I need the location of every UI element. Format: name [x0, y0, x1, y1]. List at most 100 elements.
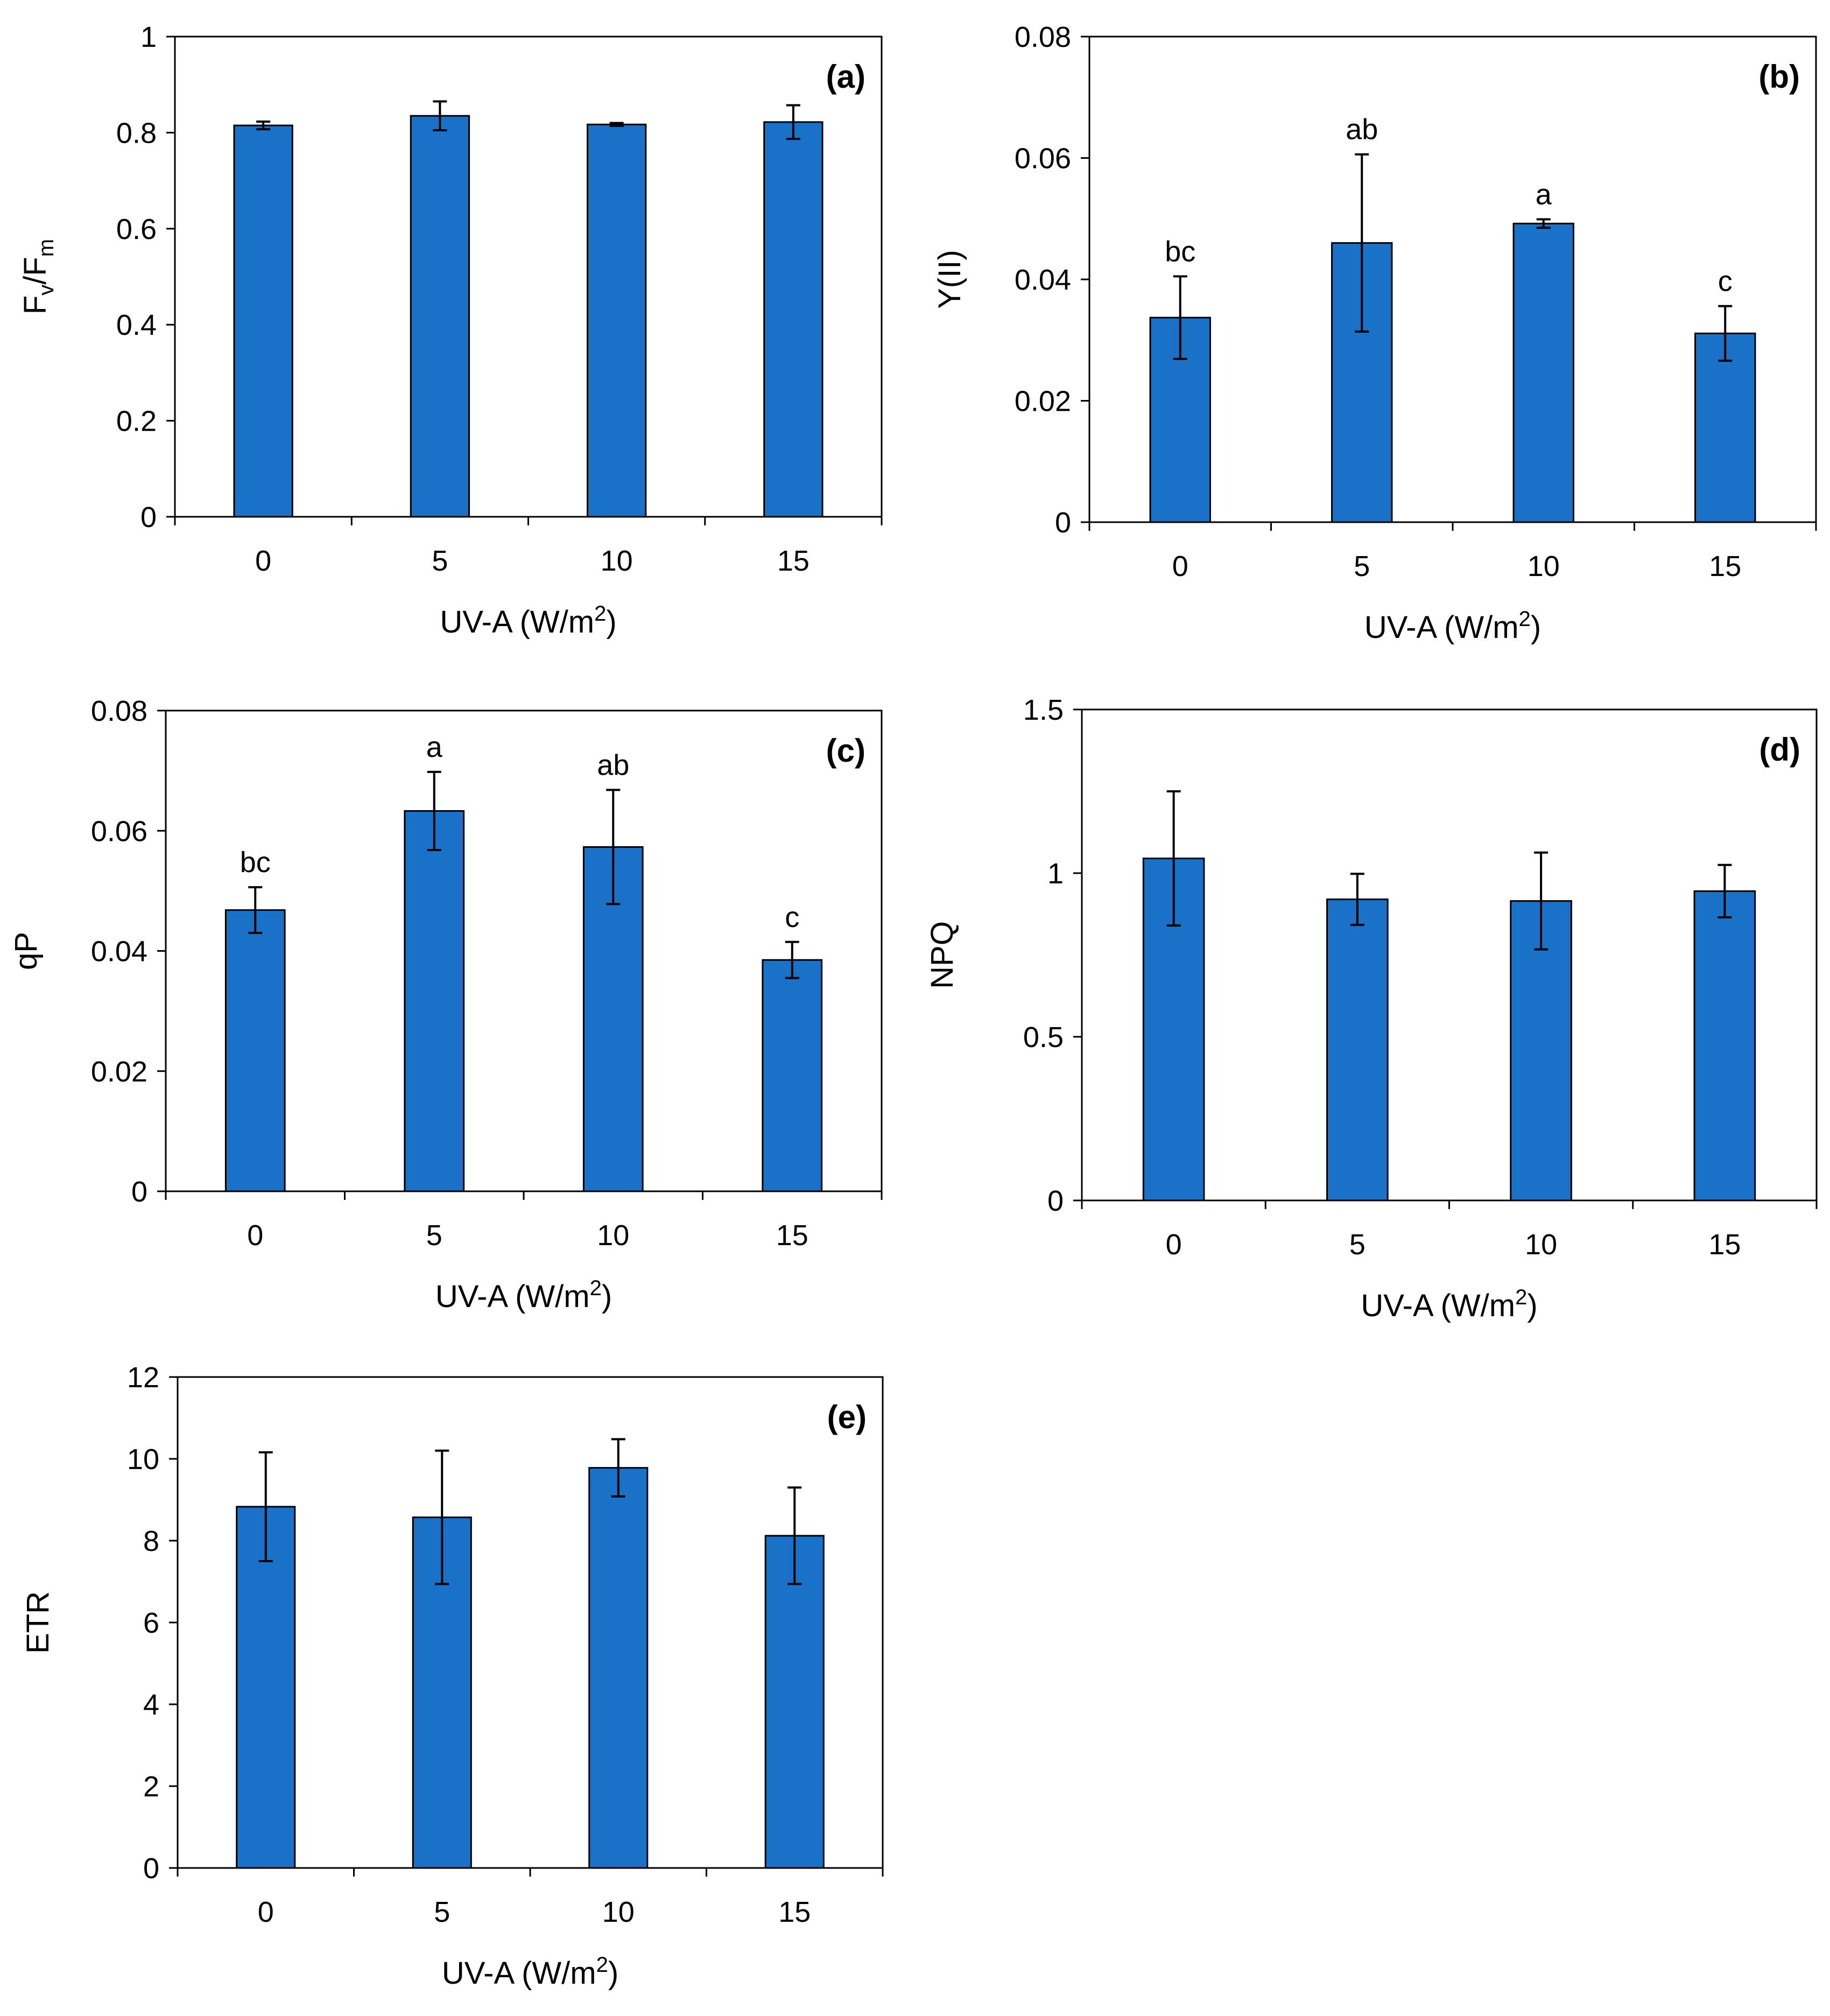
y-axis-title-subscript: v: [34, 285, 58, 296]
y-tick-label: 0.2: [116, 405, 157, 438]
y-tick-label: 4: [143, 1689, 159, 1721]
x-tick-label: 0: [247, 1219, 263, 1252]
bar: [1694, 332, 1756, 523]
y-tick-label: 2: [143, 1771, 159, 1803]
x-tick-label: 0: [1172, 550, 1188, 582]
y-tick-label: 0.08: [1015, 21, 1071, 53]
x-tick-label: 5: [1354, 550, 1370, 582]
y-axis-title: Y(II): [932, 250, 967, 309]
y-tick-label: 0.06: [91, 815, 147, 847]
x-axis-title-end: ): [1527, 1288, 1537, 1323]
x-tick-label: 5: [426, 1219, 442, 1252]
bar: [763, 121, 824, 518]
y-tick-label: 0: [140, 501, 157, 533]
panel-label: (c): [826, 733, 865, 769]
x-axis-title-end: ): [608, 1956, 618, 1991]
y-tick-label: 6: [143, 1607, 159, 1639]
panel-label: (a): [826, 59, 865, 95]
x-axis-title: UV-A (W/m2): [435, 1276, 612, 1314]
y-axis-title: NPQ: [925, 921, 960, 989]
x-tick-label: 0: [258, 1896, 274, 1928]
x-axis-title-main: UV-A (W/m: [1364, 610, 1519, 645]
x-axis-title-superscript: 2: [590, 1276, 602, 1300]
y-tick-label: 1: [140, 21, 157, 53]
x-tick-label: 15: [776, 1219, 808, 1252]
x-axis-title-superscript: 2: [1515, 1286, 1527, 1309]
x-tick-label: 10: [602, 1896, 635, 1928]
y-tick-label: 0.8: [116, 117, 157, 149]
x-axis-title: UV-A (W/m2): [442, 1953, 618, 1991]
y-tick-label: 0: [1055, 507, 1071, 539]
y-axis-title: ETR: [20, 1591, 55, 1654]
chart-panel: 00.20.40.60.810 5 10 15(a)UV-A (W/m2)Fv/Fm: [18, 21, 883, 640]
x-tick-label: 10: [601, 545, 633, 577]
y-tick-label: 1: [1047, 858, 1064, 890]
significance-letter: ab: [1346, 114, 1378, 146]
chart-panel: 0 0.02 0.04 0.06 0.08 bc 0 a 5 ab 10 c 15 (c) UV-A (W/…: [9, 695, 883, 1314]
significance-letter: a: [426, 731, 443, 763]
y-tick-label: 0.08: [91, 695, 147, 727]
bar: [1693, 890, 1756, 1202]
y-tick-label: 0: [131, 1176, 147, 1208]
panel-label: (e): [827, 1399, 867, 1435]
x-axis-title-end: ): [1531, 610, 1541, 645]
x-axis-title-main: UV-A (W/m: [442, 1956, 596, 1991]
panel-label: (b): [1758, 59, 1800, 95]
bar: [233, 124, 293, 518]
x-axis-title-end: ): [606, 605, 616, 640]
y-tick-label: 0.04: [91, 936, 147, 968]
bar: [1326, 898, 1389, 1202]
y-axis-title-mid: /F: [18, 257, 53, 285]
x-tick-label: 15: [777, 545, 810, 577]
x-axis-title-superscript: 2: [594, 602, 606, 626]
x-axis-title-main: UV-A (W/m: [440, 605, 594, 640]
y-axis-title-subscript: m: [34, 239, 58, 257]
bar: [224, 909, 286, 1192]
x-axis-title-end: ): [602, 1279, 612, 1314]
y-axis-title: Fv/Fm: [18, 239, 58, 314]
chart-panel: 0 0.02 0.04 0.06 0.08 bc 0 ab 5 a 10 c 15 (b) UV-A (W/…: [932, 21, 1817, 645]
chart-panel: 0 0.5 1 1.5 0 5 10 15 (d) UV-A (W/m2) NPQ: [925, 694, 1818, 1323]
significance-letter: a: [1536, 178, 1552, 210]
y-tick-label: 8: [143, 1525, 159, 1557]
x-tick-label: 15: [1709, 550, 1741, 582]
x-axis-title: UV-A (W/m2): [1361, 1286, 1537, 1323]
significance-letter: c: [1718, 265, 1733, 298]
bar: [410, 115, 470, 518]
x-tick-label: 5: [434, 1896, 450, 1928]
y-tick-label: 0: [1047, 1185, 1064, 1217]
bar: [586, 123, 647, 518]
x-tick-label: 10: [597, 1219, 629, 1252]
bar: [588, 1467, 649, 1869]
x-tick-label: 15: [778, 1896, 811, 1928]
significance-letter: bc: [1165, 235, 1195, 268]
y-tick-label: 10: [127, 1443, 159, 1476]
significance-letter: bc: [240, 846, 271, 879]
bar: [1510, 900, 1572, 1202]
x-tick-label: 0: [255, 545, 271, 577]
x-axis-title-main: UV-A (W/m: [435, 1279, 590, 1314]
significance-letter: c: [785, 901, 799, 933]
x-tick-label: 5: [432, 545, 448, 577]
y-tick-label: 0.4: [116, 309, 157, 341]
x-axis-title: UV-A (W/m2): [440, 602, 616, 640]
x-axis-title: UV-A (W/m2): [1364, 607, 1541, 645]
x-tick-label: 10: [1528, 550, 1560, 582]
y-tick-label: 0.06: [1015, 143, 1071, 175]
x-axis-title-main: UV-A (W/m: [1361, 1288, 1515, 1323]
x-tick-label: 0: [1166, 1228, 1182, 1261]
y-axis-title-main: F: [18, 296, 53, 314]
y-tick-label: 0.5: [1023, 1021, 1064, 1053]
bar: [764, 1535, 825, 1869]
x-tick-label: 10: [1525, 1228, 1557, 1261]
y-tick-label: 0.02: [1015, 385, 1071, 418]
y-tick-label: 12: [127, 1361, 159, 1394]
y-tick-label: 0.6: [116, 213, 157, 245]
y-tick-label: 0.02: [91, 1056, 147, 1088]
bar: [1512, 222, 1574, 523]
significance-letter: ab: [597, 749, 629, 781]
x-tick-label: 5: [1349, 1228, 1366, 1261]
